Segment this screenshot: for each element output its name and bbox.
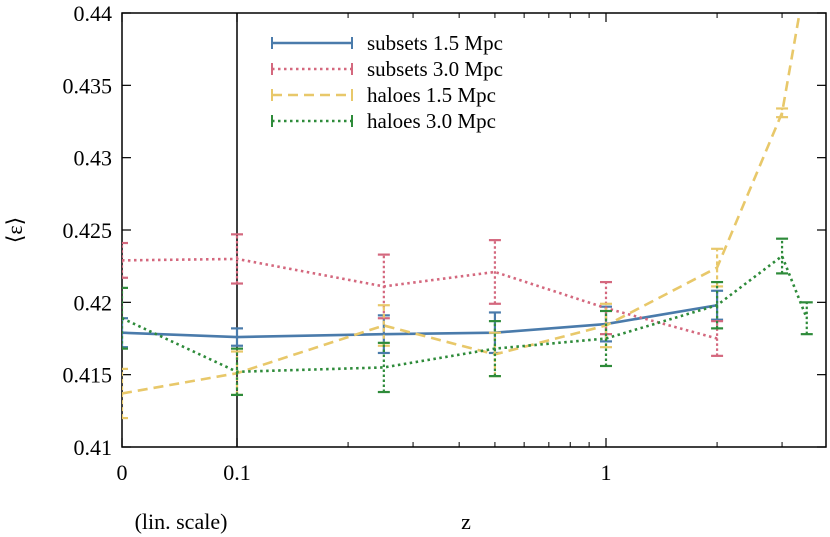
series-subsets-1-5-mpc xyxy=(122,289,724,355)
series-line xyxy=(122,303,718,339)
axis-ticks: 0.41 0.415 0.42 0.425 0.43 0.435 0.44 0 0.1 1 xyxy=(63,1,826,485)
x-tick-label: 1 xyxy=(601,460,612,485)
y-tick-label: 0.435 xyxy=(63,73,113,98)
x-axis-note: (lin. scale) xyxy=(135,509,228,534)
x-tick-label: 0 xyxy=(117,460,128,485)
y-tick-label: 0.415 xyxy=(63,363,113,388)
series-haloes-3-0-mpc xyxy=(122,237,813,397)
legend-label: subsets 1.5 Mpc xyxy=(367,31,503,55)
y-tick-label: 0.42 xyxy=(74,290,113,315)
legend-label: haloes 1.5 Mpc xyxy=(367,83,496,107)
legend-label: haloes 3.0 Mpc xyxy=(367,109,496,133)
x-axis-label: z xyxy=(461,509,471,534)
series-line xyxy=(122,253,808,374)
legend-label: subsets 3.0 Mpc xyxy=(367,57,503,81)
series-subsets-3-0-mpc xyxy=(122,233,724,357)
y-tick-label: 0.425 xyxy=(63,218,113,243)
y-axis-label: ⟨ε⟩ xyxy=(2,217,27,243)
series-line xyxy=(122,257,718,340)
y-tick-label: 0.44 xyxy=(74,1,113,26)
y-tick-label: 0.41 xyxy=(74,435,113,460)
y-tick-label: 0.43 xyxy=(74,146,113,171)
series-layer xyxy=(122,13,813,420)
x-tick-label: 0.1 xyxy=(223,460,251,485)
